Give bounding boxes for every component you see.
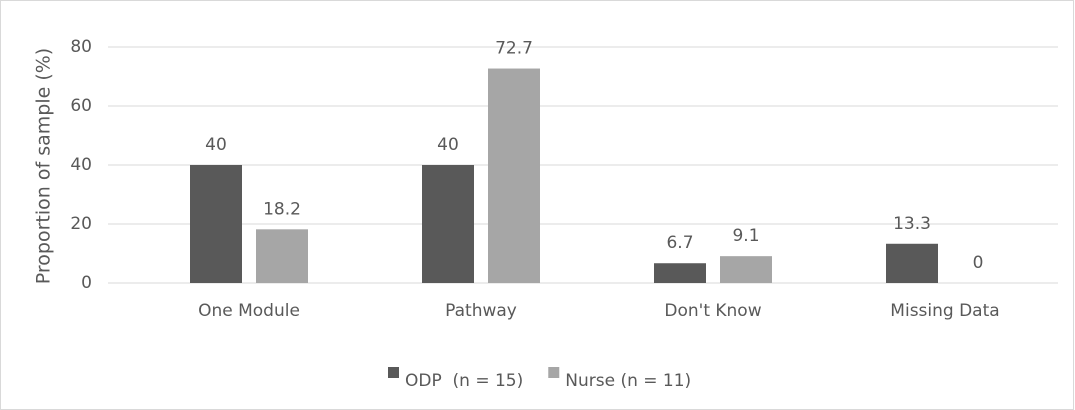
- y-axis-label: Proportion of sample (%): [33, 48, 55, 284]
- legend-label: ODP (n = 15): [405, 371, 523, 391]
- y-tick-label: 60: [70, 96, 92, 116]
- y-tick-label: 40: [70, 155, 92, 175]
- data-label: 9.1: [732, 226, 759, 246]
- data-label: 72.7: [495, 39, 533, 59]
- x-tick-label: Don't Know: [664, 301, 761, 321]
- x-tick-label: Pathway: [445, 301, 517, 321]
- data-label: 13.3: [893, 214, 931, 234]
- bar: [886, 243, 938, 283]
- legend-swatch: [548, 367, 560, 378]
- legend-swatch: [388, 367, 399, 378]
- y-tick-label: 20: [70, 214, 92, 234]
- bar: [190, 165, 242, 283]
- bar: [720, 256, 772, 283]
- y-tick-label: 80: [70, 37, 92, 57]
- data-label: 40: [437, 135, 459, 155]
- y-tick-label: 0: [81, 273, 92, 293]
- data-label: 0: [973, 253, 984, 273]
- bar: [488, 68, 540, 283]
- bar: [654, 263, 706, 283]
- data-label: 18.2: [263, 199, 301, 219]
- data-label: 6.7: [666, 233, 693, 253]
- x-tick-label: One Module: [198, 301, 300, 321]
- bar: [422, 165, 474, 283]
- legend-label: Nurse (n = 11): [565, 371, 691, 391]
- x-tick-label: Missing Data: [890, 301, 999, 321]
- data-label: 40: [205, 135, 227, 155]
- bar: [256, 229, 308, 283]
